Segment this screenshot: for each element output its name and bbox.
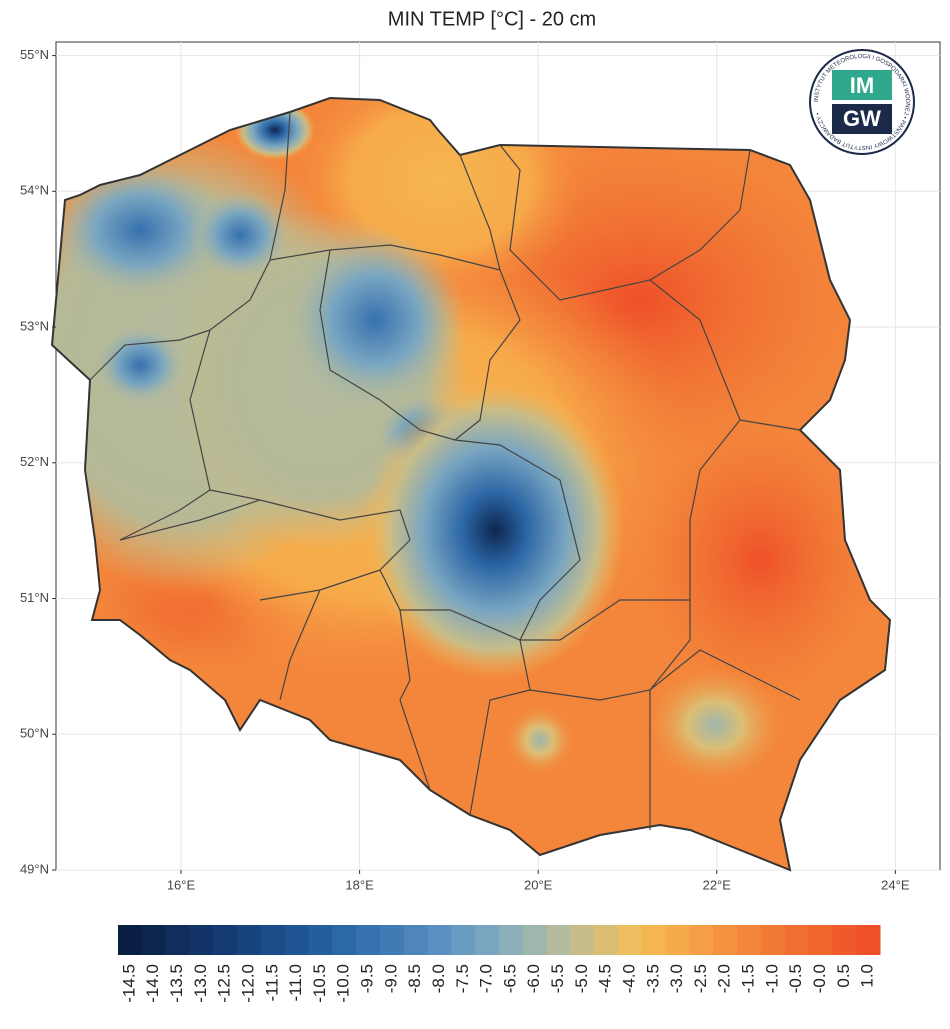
colorbar-swatch [665,925,690,955]
colorbar-label: -12.5 [215,964,234,1003]
colorbar-swatch [856,925,881,955]
colorbar-swatch [760,925,786,955]
map-title: MIN TEMP [°C] - 20 cm [388,8,596,30]
x-tick-label: 22°E [703,877,732,892]
colorbar-swatch [832,925,857,955]
colorbar-label: -3.5 [643,964,662,993]
colorbar-swatch [784,925,810,955]
colorbar-label: -0.0 [810,964,829,993]
colorbar-swatch [118,925,143,955]
colorbar-label: -8.0 [429,964,448,993]
colorbar-swatch [213,925,238,955]
y-tick-label: 52°N [20,454,49,469]
y-tick-label: 55°N [20,47,49,62]
colorbar-swatch [427,925,452,955]
region-borders [89,111,801,830]
colorbar-swatch [689,925,714,955]
colorbar-swatch [284,925,309,955]
colorbar-label: -5.5 [548,964,567,993]
colorbar-swatch [594,925,619,955]
colorbar-label: -10.5 [310,964,329,1003]
colorbar-swatch [499,925,524,955]
x-tick-label: 24°E [881,877,910,892]
colorbar-label: -14.5 [119,964,138,1003]
y-tick-label: 49°N [20,861,49,876]
colorbar-label: -6.0 [524,964,543,993]
x-tick-label: 20°E [524,877,553,892]
colorbar-label: -0.5 [786,964,805,993]
colorbar-swatch [475,925,500,955]
colorbar-label: -1.5 [739,964,758,993]
colorbar-label: -7.5 [453,964,472,993]
colorbar-swatch [189,925,214,955]
colorbar-swatch [308,925,333,955]
logo-top: IM [850,73,874,98]
colorbar-label: -2.5 [691,964,710,993]
colorbar: -14.5 -14.0 -13.5 -13.0 -12.5 -12.0 -11.5 -11.0… [118,925,881,1003]
colorbar-label: -3.0 [667,964,686,993]
logo-bottom: GW [843,106,881,131]
colorbar-label: 1.0 [858,964,877,988]
colorbar-label: -5.0 [572,964,591,993]
colorbar-label: -4.5 [596,964,615,993]
colorbar-swatch [618,925,643,955]
colorbar-swatch [546,925,571,955]
logo: INSTYTUT METEOROLOGII I GOSPODARKI WODNE… [809,49,915,155]
colorbar-swatch [808,925,833,955]
colorbar-label: -10.0 [334,964,353,1003]
y-tick-label: 51°N [20,590,49,605]
colorbar-label: -8.5 [405,964,424,993]
colorbar-label: -12.0 [238,964,257,1003]
colorbar-swatch [260,925,286,955]
colorbar-label: -11.5 [262,964,281,1002]
colorbar-swatch [165,925,190,955]
colorbar-swatch [332,925,357,955]
y-tick-label: 53°N [20,318,49,333]
colorbar-label: -13.0 [191,964,210,1003]
axes: 16°E 18°E 20°E 22°E 24°E 49°N 50°N 51°N 52°N 53°N… [20,47,910,892]
colorbar-label: -6.5 [500,964,519,993]
colorbar-label: -13.5 [167,964,186,1003]
colorbar-swatch [141,925,167,955]
colorbar-label: -11.0 [286,964,305,1002]
colorbar-swatch [522,925,548,955]
colorbar-swatch [641,925,667,955]
colorbar-label: -9.5 [358,964,377,993]
x-tick-label: 18°E [345,877,374,892]
colorbar-label: -1.0 [762,964,781,993]
colorbar-label: -2.0 [715,964,734,993]
colorbar-swatch [451,925,476,955]
colorbar-swatch [356,925,381,955]
x-tick-label: 16°E [167,877,196,892]
colorbar-swatch [737,925,762,955]
colorbar-label: -4.0 [619,964,638,993]
colorbar-swatch [403,925,429,955]
y-tick-label: 54°N [20,183,49,198]
colorbar-label: -9.0 [381,964,400,993]
colorbar-label: -7.0 [477,964,496,993]
colorbar-swatch [379,925,405,955]
colorbar-label: 0.5 [834,964,853,988]
colorbar-label: -14.0 [143,964,162,1003]
colorbar-swatch [237,925,262,955]
colorbar-swatch [713,925,738,955]
y-tick-label: 50°N [20,726,49,741]
colorbar-swatch [570,925,595,955]
